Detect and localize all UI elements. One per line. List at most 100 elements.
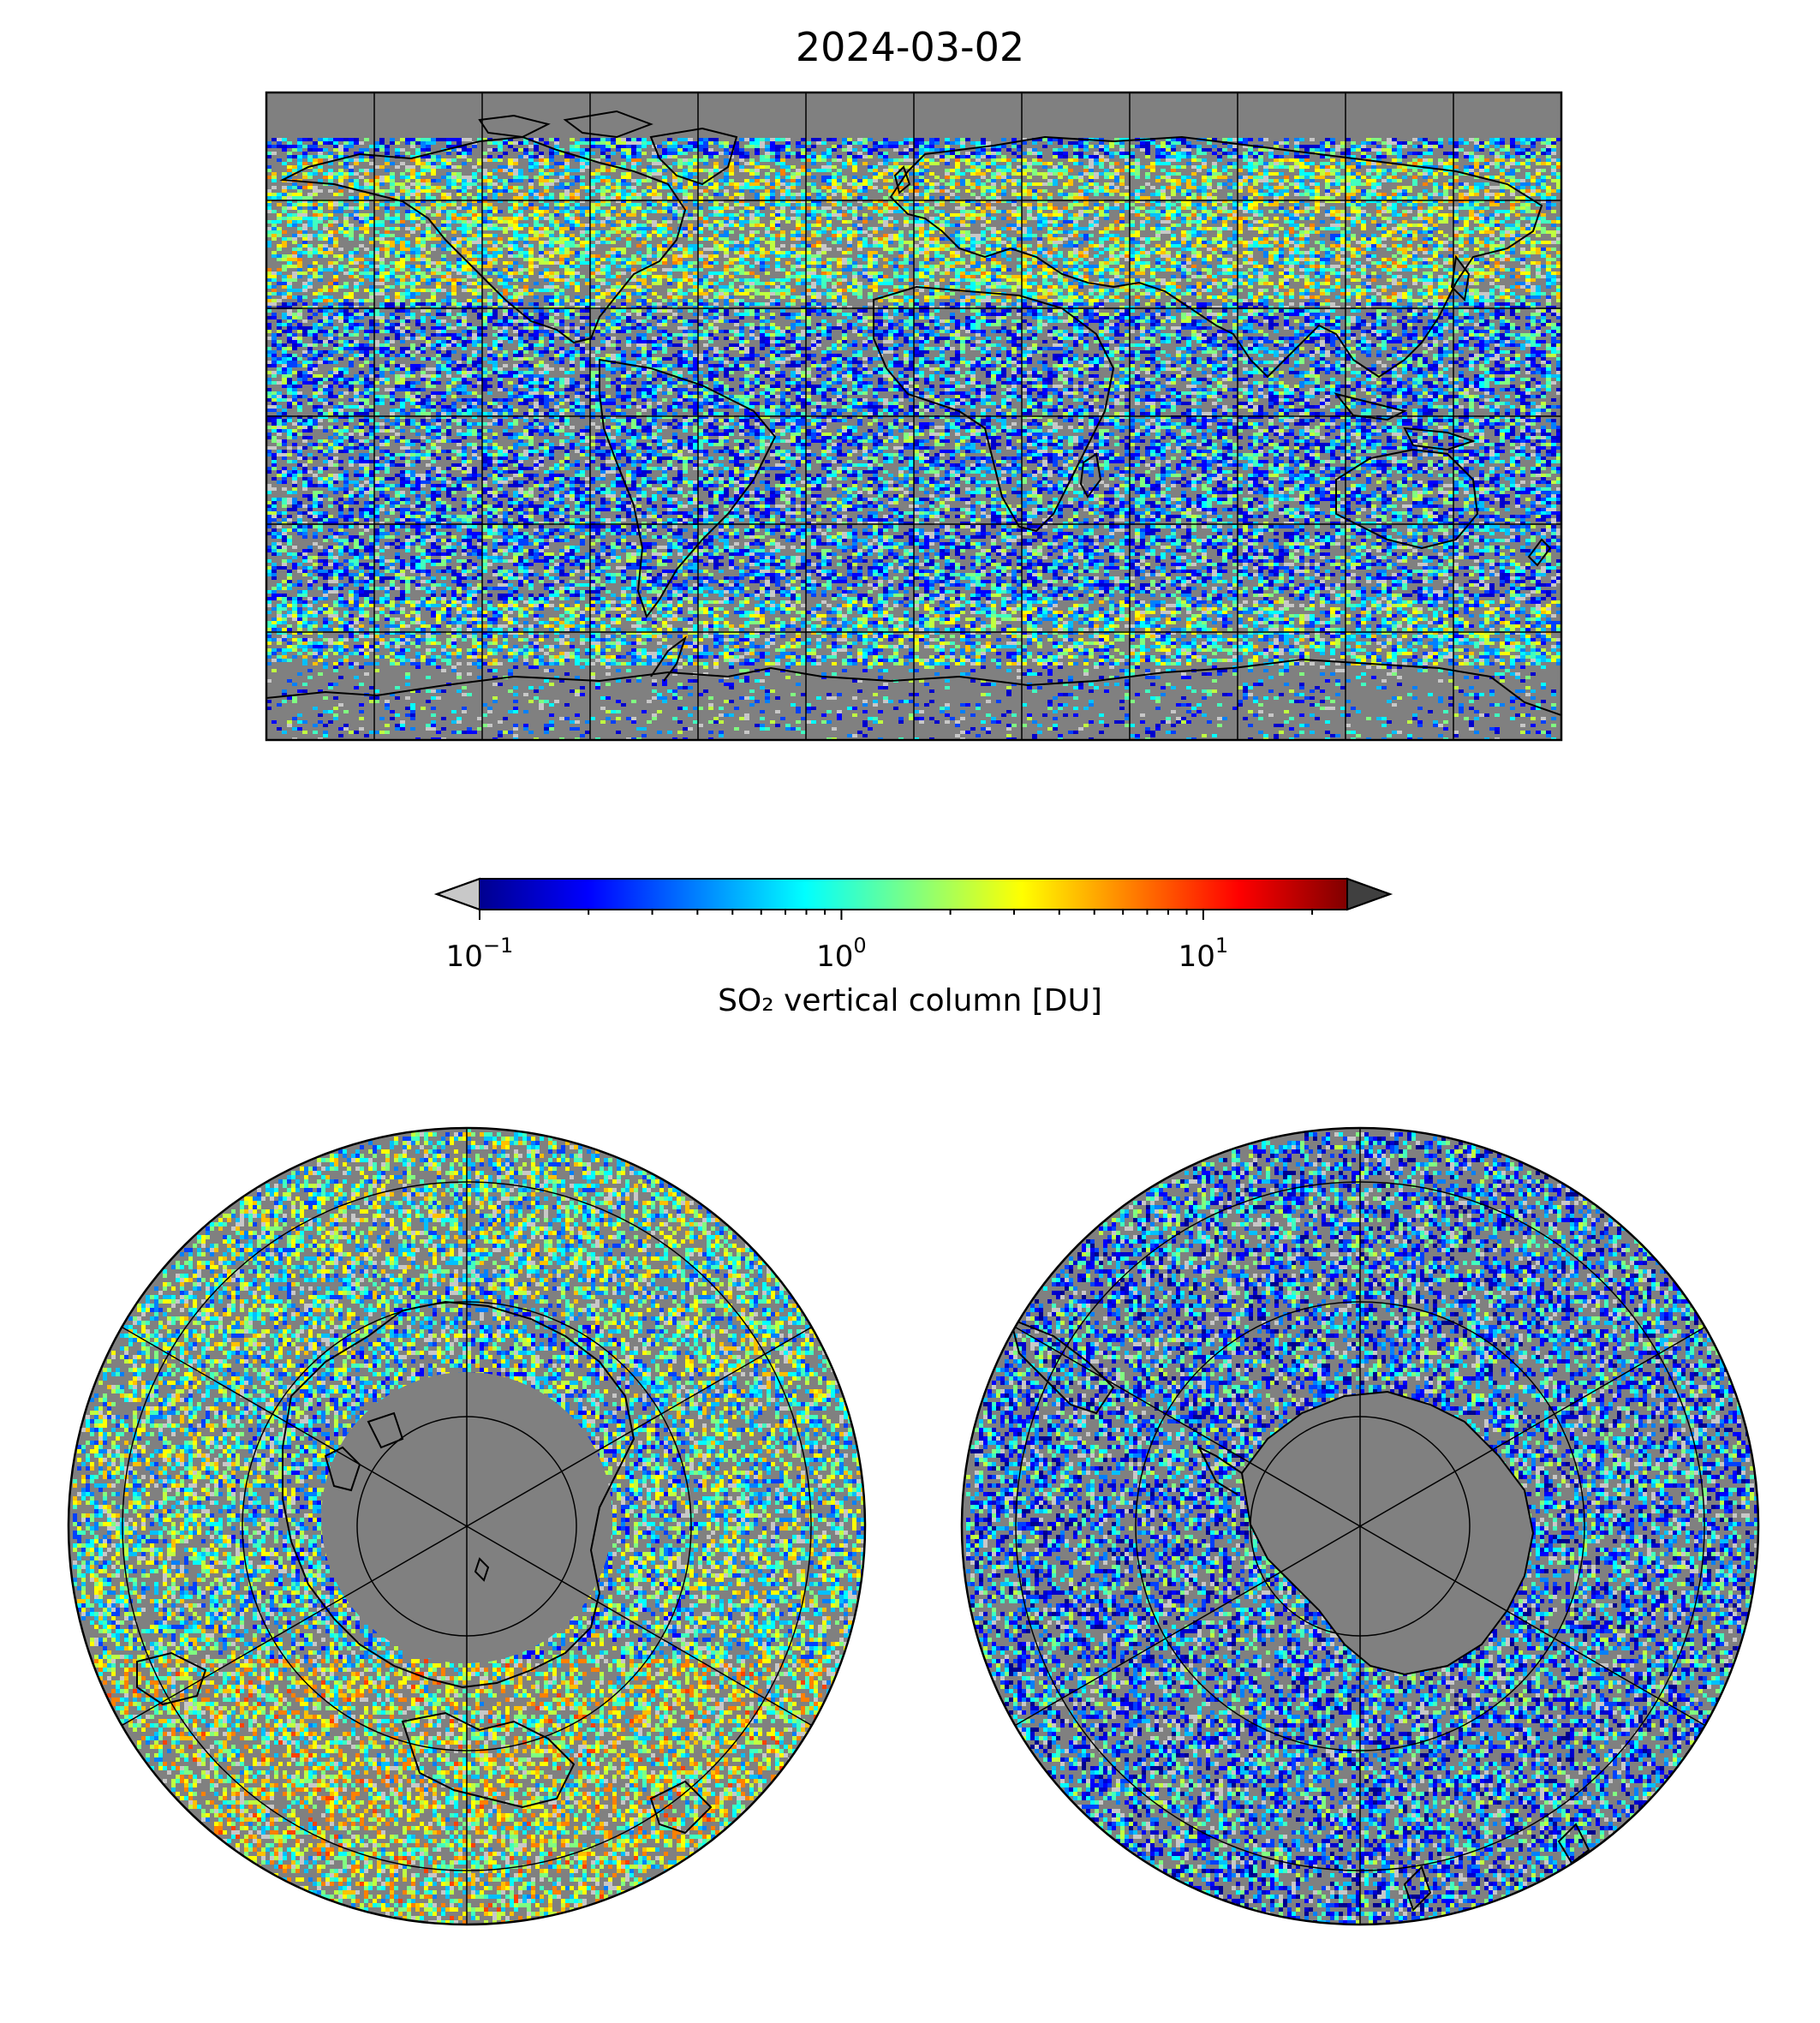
- so2-pixel: [1032, 234, 1037, 237]
- so2-pixel: [1037, 210, 1042, 213]
- so2-pixel: [1042, 165, 1047, 169]
- so2-pixel: [950, 179, 955, 182]
- so2-pixel: [575, 217, 580, 220]
- so2-pixel: [359, 193, 364, 196]
- so2-pixel: [297, 234, 302, 237]
- so2-pixel: [374, 220, 379, 224]
- so2-pixel: [492, 210, 498, 213]
- so2-pixel: [1294, 189, 1299, 193]
- so2-pixel: [287, 224, 292, 227]
- so2-pixel: [1196, 244, 1202, 248]
- so2-pixel: [1556, 162, 1561, 165]
- so2-pixel: [852, 165, 857, 169]
- so2-pixel: [1274, 234, 1279, 237]
- so2-pixel: [1294, 162, 1299, 165]
- so2-pixel: [683, 172, 688, 176]
- so2-pixel: [277, 217, 282, 220]
- so2-pixel: [1222, 217, 1227, 220]
- so2-pixel: [914, 220, 919, 224]
- so2-pixel: [307, 224, 313, 227]
- so2-pixel: [919, 213, 924, 217]
- so2-pixel: [981, 182, 986, 186]
- so2-pixel: [847, 182, 852, 186]
- so2-pixel: [1505, 155, 1510, 158]
- so2-pixel: [1407, 203, 1412, 206]
- so2-pixel: [1381, 148, 1387, 152]
- so2-pixel: [1196, 165, 1202, 169]
- so2-pixel: [379, 220, 385, 224]
- so2-pixel: [621, 220, 626, 224]
- so2-pixel: [1310, 217, 1315, 220]
- so2-pixel: [734, 145, 739, 148]
- so2-pixel: [893, 248, 898, 251]
- so2-pixel: [909, 206, 914, 210]
- so2-pixel: [410, 213, 415, 217]
- so2-pixel: [662, 200, 667, 203]
- so2-pixel: [729, 248, 734, 251]
- so2-pixel: [575, 179, 580, 182]
- so2-pixel: [559, 224, 564, 227]
- so2-pixel: [467, 182, 472, 186]
- so2-pixel: [1047, 141, 1053, 145]
- so2-pixel: [1299, 176, 1304, 179]
- so2-pixel: [1366, 148, 1371, 152]
- so2-pixel: [1222, 206, 1227, 210]
- so2-pixel: [739, 158, 744, 162]
- so2-pixel: [549, 224, 554, 227]
- so2-pixel: [580, 148, 585, 152]
- so2-pixel: [1119, 224, 1125, 227]
- so2-pixel: [780, 206, 785, 210]
- so2-pixel: [837, 172, 842, 176]
- so2-pixel: [400, 203, 405, 206]
- so2-pixel: [755, 182, 760, 186]
- so2-pixel: [801, 138, 806, 141]
- so2-pixel: [837, 179, 842, 182]
- so2-pixel: [713, 234, 719, 237]
- so2-pixel: [1248, 196, 1253, 200]
- so2-pixel: [390, 182, 395, 186]
- so2-pixel: [734, 203, 739, 206]
- so2-pixel: [1037, 158, 1042, 162]
- so2-pixel: [508, 248, 513, 251]
- so2-pixel: [523, 148, 528, 152]
- so2-pixel: [338, 169, 343, 172]
- so2-pixel: [421, 165, 426, 169]
- so2-pixel: [965, 169, 970, 172]
- so2-pixel: [662, 220, 667, 224]
- so2-pixel: [888, 169, 893, 172]
- so2-pixel: [590, 217, 595, 220]
- so2-pixel: [1253, 244, 1258, 248]
- so2-pixel: [1001, 241, 1006, 244]
- so2-pixel: [893, 145, 898, 148]
- so2-pixel: [1032, 217, 1037, 220]
- so2-pixel: [965, 200, 970, 203]
- so2-pixel: [965, 234, 970, 237]
- so2-pixel: [1268, 203, 1274, 206]
- so2-pixel: [1407, 210, 1412, 213]
- so2-pixel: [415, 227, 421, 230]
- so2-pixel: [1304, 237, 1310, 241]
- so2-pixel: [683, 138, 688, 141]
- so2-pixel: [616, 141, 621, 145]
- so2-pixel: [544, 196, 549, 200]
- so2-pixel: [307, 172, 313, 176]
- so2-pixel: [374, 141, 379, 145]
- so2-pixel: [1335, 200, 1340, 203]
- so2-pixel: [755, 206, 760, 210]
- so2-pixel: [641, 227, 647, 230]
- so2-pixel: [1119, 148, 1125, 152]
- so2-pixel: [1299, 179, 1304, 182]
- so2-pixel: [570, 155, 575, 158]
- so2-pixel: [713, 141, 719, 145]
- so2-pixel: [369, 186, 374, 189]
- so2-pixel: [333, 230, 338, 234]
- so2-pixel: [981, 213, 986, 217]
- so2-pixel: [1397, 244, 1402, 248]
- so2-pixel: [1402, 210, 1407, 213]
- so2-pixel: [1140, 244, 1145, 248]
- so2-pixel: [1474, 141, 1479, 145]
- so2-pixel: [1541, 141, 1546, 145]
- so2-pixel: [307, 182, 313, 186]
- so2-pixel: [1171, 186, 1176, 189]
- so2-pixel: [585, 244, 590, 248]
